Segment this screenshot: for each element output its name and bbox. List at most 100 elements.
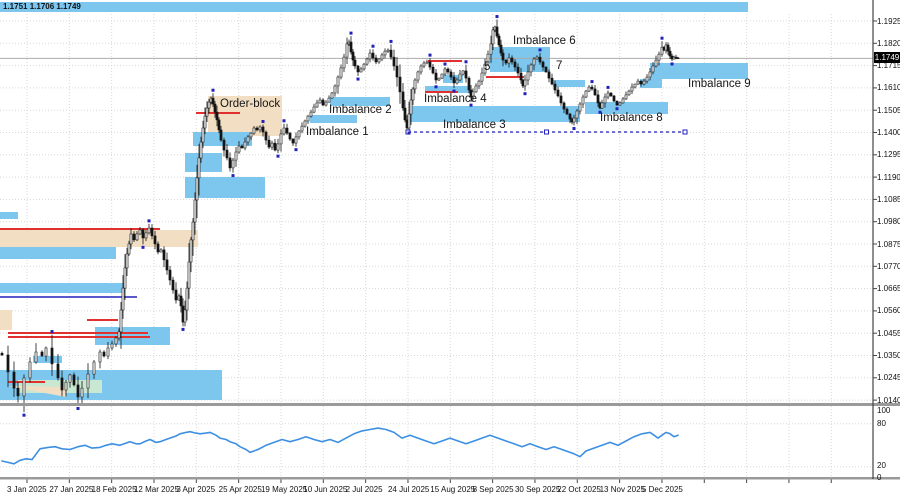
price-axis-label: 1.1295	[877, 150, 900, 160]
chart-label-imbalance-9[interactable]: Imbalance 9	[688, 78, 751, 90]
left-blue-2[interactable]	[0, 283, 125, 293]
left-tan-band[interactable]	[0, 230, 198, 247]
fractal-up-dot	[282, 119, 286, 123]
candle-body	[651, 65, 655, 73]
imbalance-9-notch[interactable]	[640, 79, 662, 88]
candle-body	[285, 127, 289, 134]
line-anchor[interactable]	[544, 129, 549, 135]
date-axis-label: 15 Aug 2025	[430, 485, 476, 494]
candle-body	[368, 52, 372, 60]
imbalance-4-zone[interactable]	[425, 86, 470, 93]
line-anchor[interactable]	[682, 129, 688, 135]
chart-label-7[interactable]: 7	[556, 60, 563, 72]
candle-body	[132, 233, 136, 241]
candle-body	[306, 115, 310, 122]
candle-body	[197, 157, 201, 179]
candle-body	[386, 49, 390, 52]
candle-body	[642, 80, 646, 85]
candle-body	[630, 86, 634, 92]
candle-body	[50, 347, 54, 365]
left-tan-small[interactable]	[0, 310, 12, 330]
left-blue-1[interactable]	[0, 247, 116, 259]
fractal-up-dot	[590, 80, 594, 84]
chart-label-imbalance-3[interactable]: Imbalance 3	[443, 119, 506, 131]
imbalance-8-zone[interactable]	[585, 102, 668, 114]
candle-body	[28, 361, 32, 379]
candle-body	[199, 141, 203, 159]
candle-body	[431, 66, 435, 74]
candle-body	[504, 59, 508, 64]
candle-body	[483, 63, 487, 74]
candle-body	[606, 92, 610, 98]
imbalance-3-band[interactable]	[410, 106, 580, 122]
candle-body	[513, 61, 517, 68]
candle-body	[98, 351, 102, 363]
date-axis[interactable]: 3 Jan 2025 27 Jan 2025 18 Feb 2025 12 Mar 2…	[0, 480, 900, 500]
zone-under-orderblock[interactable]	[193, 132, 252, 146]
candle-body	[324, 101, 328, 106]
date-axis-label: 8 Sep 2025	[472, 485, 514, 494]
zone-left-a[interactable]	[185, 153, 222, 172]
candle-body	[374, 57, 378, 63]
small-blue-top[interactable]	[33, 356, 62, 363]
chart-label-order-block[interactable]: Order-block	[220, 98, 281, 110]
fractal-down-dot	[181, 327, 185, 331]
candle-body	[201, 127, 205, 143]
weekly-supply-band[interactable]	[0, 2, 748, 12]
zone-seven[interactable]	[553, 80, 585, 87]
left-sliver-blue[interactable]	[0, 212, 18, 219]
window-separator[interactable]	[0, 403, 900, 406]
candle-body	[575, 110, 579, 119]
candle-body	[668, 50, 672, 57]
candle-body	[321, 99, 325, 106]
candle-body	[526, 71, 530, 81]
window-separator[interactable]	[0, 477, 900, 480]
candle-body	[153, 235, 157, 245]
price-axis-label: 1.0665	[877, 284, 900, 294]
candle-body	[165, 259, 169, 271]
price-axis-label: 1.0140	[877, 395, 900, 405]
candle-body	[179, 295, 183, 307]
candle-body	[150, 227, 154, 237]
imbalance-2-zone[interactable]	[330, 97, 390, 106]
candle-body	[191, 221, 195, 241]
candle-body	[168, 269, 172, 281]
chart-label-imbalance-8[interactable]: Imbalance 8	[600, 112, 663, 124]
candle-body	[297, 130, 301, 138]
candle-body	[568, 113, 572, 120]
fractal-up-dot	[50, 330, 54, 334]
fractal-up-dot	[211, 88, 215, 92]
beige-wedge[interactable]	[8, 386, 66, 397]
fractal-down-dot	[452, 89, 456, 93]
candle-body	[174, 289, 178, 301]
imbalance-1-zone[interactable]	[310, 115, 357, 123]
fractal-down-dot	[231, 174, 235, 178]
imbalance-9-zone[interactable]	[650, 63, 748, 79]
chart-label-imbalance-2[interactable]: Imbalance 2	[329, 104, 392, 116]
candle-body	[584, 90, 588, 98]
fractal-up-dot	[443, 62, 447, 66]
fractal-up-dot	[261, 120, 265, 124]
zone-left-b[interactable]	[185, 177, 265, 198]
chart-label-imbalance-4[interactable]: Imbalance 4	[424, 93, 487, 105]
candle-body	[156, 243, 160, 253]
candle-body	[147, 227, 151, 234]
candle-body	[538, 56, 542, 63]
chart-label-imbalance-6[interactable]: Imbalance 6	[513, 35, 576, 47]
candle-body	[676, 57, 680, 59]
candle-body	[123, 267, 127, 289]
candle-body	[261, 126, 265, 133]
candle-body	[474, 85, 478, 93]
candle-body	[282, 127, 286, 135]
chart-label-5[interactable]: 5	[484, 61, 491, 73]
candle-body	[16, 387, 20, 397]
candle-body	[359, 68, 363, 73]
candle-body	[240, 145, 244, 149]
price-axis-label: 1.0560	[877, 306, 900, 316]
chart-label-imbalance-1[interactable]: Imbalance 1	[306, 126, 369, 138]
candle-body	[246, 136, 250, 143]
candle-body	[40, 351, 44, 357]
candle-body	[349, 41, 353, 53]
candle-body	[383, 50, 387, 56]
